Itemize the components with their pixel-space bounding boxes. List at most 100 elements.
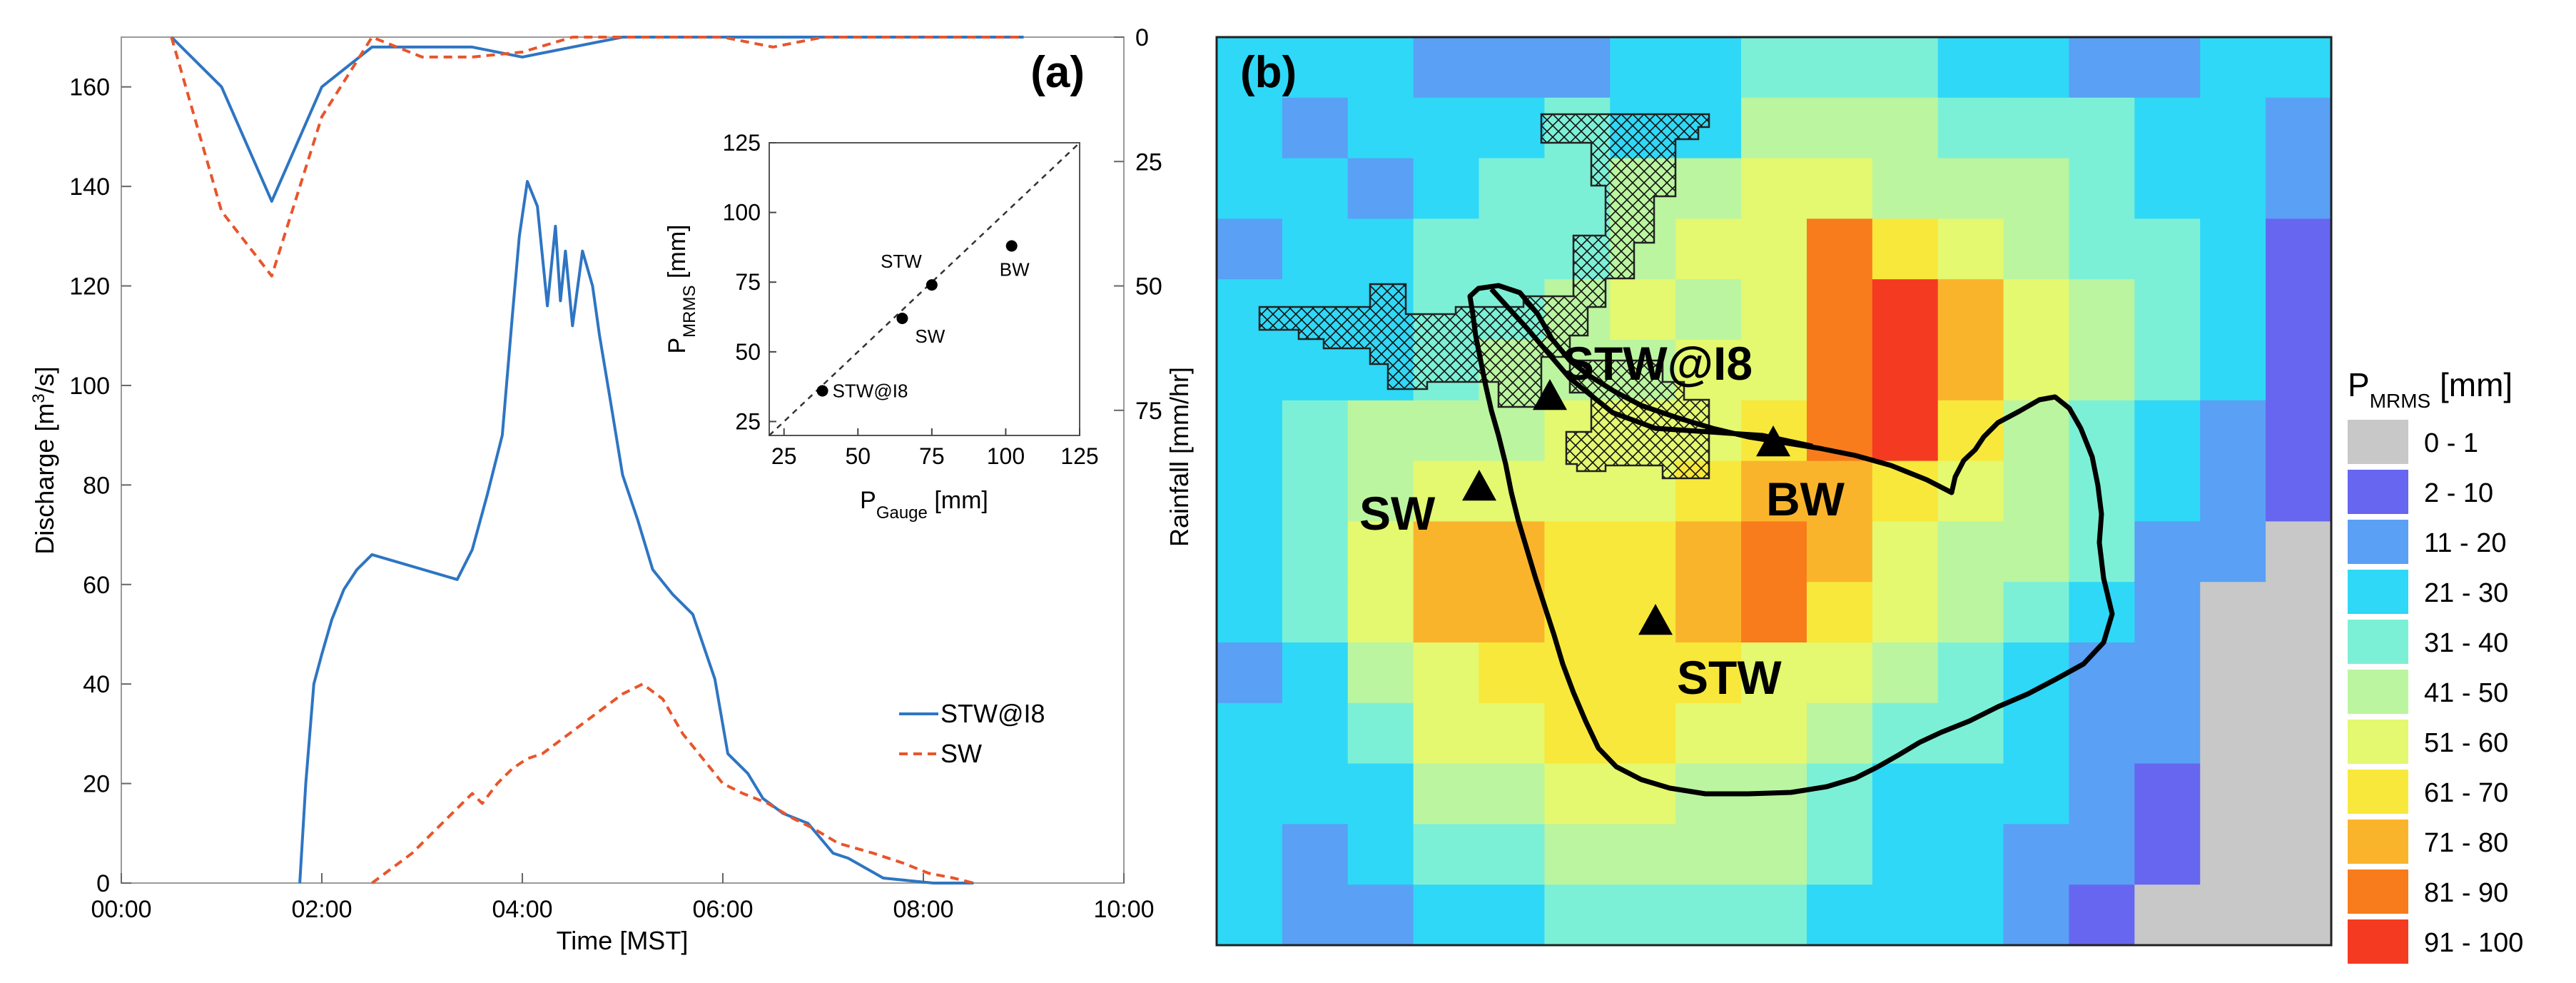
inset-y-tick-label: 25 bbox=[735, 408, 761, 434]
grid-cell bbox=[1937, 279, 2004, 341]
grid-cell bbox=[2134, 340, 2201, 401]
grid-cell bbox=[2266, 460, 2332, 522]
grid-cell bbox=[1806, 702, 1873, 765]
grid-cell bbox=[1282, 521, 1349, 583]
grid-cell bbox=[2069, 702, 2135, 765]
grid-cell bbox=[2003, 763, 2070, 825]
legend-bin-label: 61 - 70 bbox=[2424, 778, 2508, 808]
legend-swatch-91-100 bbox=[2348, 919, 2408, 964]
grid-cell bbox=[1937, 158, 2004, 219]
grid-cell bbox=[1479, 763, 1546, 825]
y-tick-label-a: 140 bbox=[69, 173, 110, 201]
station-marker-stw bbox=[1638, 604, 1673, 635]
colorbar-legend: PMRMS [mm] 0 - 1 2 - 10 11 - 20 21 - 30 31 -… bbox=[2348, 366, 2523, 964]
grid-cell bbox=[1544, 702, 1611, 765]
grid-cell bbox=[1741, 460, 1807, 522]
grid-cell bbox=[1347, 521, 1414, 583]
grid-cell bbox=[1741, 824, 1807, 885]
grid-cell bbox=[2003, 582, 2070, 643]
grid-cell bbox=[1806, 460, 1873, 522]
y-tick-label-a: 20 bbox=[83, 771, 110, 798]
legend-a: STW@I8 SW bbox=[899, 699, 1045, 768]
legend-swatch-41-50 bbox=[2348, 670, 2408, 714]
grid-cell bbox=[1282, 642, 1349, 704]
inset-plot-area bbox=[769, 142, 1080, 436]
legend-bin-label: 71 - 80 bbox=[2424, 828, 2508, 858]
grid-cell bbox=[2200, 460, 2266, 522]
y-tick-label-a: 160 bbox=[69, 74, 110, 101]
grid-cell bbox=[1217, 582, 1283, 643]
grid-cell bbox=[1217, 37, 1283, 99]
grid-cell bbox=[2003, 702, 2070, 765]
grid-cell bbox=[1675, 340, 1742, 401]
grid-cell bbox=[2069, 218, 2135, 280]
map-frame bbox=[1215, 36, 2333, 947]
grid-cell bbox=[1347, 884, 1414, 946]
grid-cell bbox=[2003, 340, 2070, 401]
inset-x-tick-label: 100 bbox=[987, 443, 1025, 469]
grid-cell bbox=[2200, 158, 2266, 219]
grid-cell bbox=[1217, 521, 1283, 583]
inset-x-tick-label: 125 bbox=[1060, 443, 1098, 469]
inset-point-label-stw: STW bbox=[881, 251, 922, 272]
y2-tick-label-a: 0 bbox=[1135, 24, 1149, 51]
grid-cell bbox=[2069, 582, 2135, 643]
grid-cell bbox=[2200, 884, 2266, 946]
grid-cell bbox=[2134, 279, 2201, 341]
grid-cell bbox=[2200, 702, 2266, 765]
grid-cell bbox=[2266, 218, 2332, 280]
grid-cell bbox=[2069, 37, 2135, 99]
grid-cell bbox=[1479, 824, 1546, 885]
grid-cell bbox=[1479, 37, 1546, 99]
grid-cell bbox=[1741, 521, 1807, 583]
grid-cell bbox=[1872, 218, 1939, 280]
inset-y-tick-label: 100 bbox=[723, 200, 761, 226]
grid-cell bbox=[1544, 763, 1611, 825]
grid-cell bbox=[1217, 340, 1283, 401]
grid-cell bbox=[2266, 642, 2332, 704]
panel-label-a: (a) bbox=[1030, 48, 1085, 97]
grid-cell bbox=[2266, 824, 2332, 885]
grid-cell bbox=[1479, 158, 1546, 219]
grid-cell bbox=[1806, 97, 1873, 159]
grid-cell bbox=[1347, 460, 1414, 522]
grid-cell bbox=[1347, 97, 1414, 159]
grid-cell bbox=[1675, 642, 1742, 704]
inset-y-axis-title: PMRMS [mm] bbox=[664, 225, 699, 354]
grid-cell bbox=[1479, 218, 1546, 280]
legend-bin-label: 11 - 20 bbox=[2424, 528, 2506, 558]
grid-cell bbox=[1479, 884, 1546, 946]
series-line-stw-i8-rainfall bbox=[170, 36, 1024, 203]
grid-cell bbox=[1675, 582, 1742, 643]
legend-swatch-11-20 bbox=[2348, 520, 2408, 564]
grid-cell bbox=[1413, 763, 1480, 825]
grid-cell bbox=[1675, 702, 1742, 765]
grid-cell bbox=[1479, 642, 1546, 704]
legend-label-stw-i8: STW@I8 bbox=[940, 699, 1045, 728]
grid-cell bbox=[1282, 460, 1349, 522]
legend-swatch-51-60 bbox=[2348, 720, 2408, 764]
panel-a: 00:00 02:00 04:00 06:00 08:00 10:00 0 20 40 60 80 1… bbox=[29, 24, 1195, 955]
grid-cell bbox=[2200, 763, 2266, 825]
grid-cell bbox=[1217, 460, 1283, 522]
y2-axis-title-a: Rainfall [mm/hr] bbox=[1165, 367, 1194, 547]
station-marker-bw bbox=[1756, 425, 1790, 457]
grid-cell bbox=[1413, 158, 1480, 219]
inset-y-tick-label: 125 bbox=[723, 130, 761, 156]
legend-swatch-2-10 bbox=[2348, 470, 2408, 514]
station-label-sw: SW bbox=[1359, 487, 1436, 540]
grid-cell bbox=[1675, 884, 1742, 946]
grid-cell bbox=[1217, 884, 1283, 946]
grid-cell bbox=[2069, 642, 2135, 704]
grid-cell bbox=[1282, 400, 1349, 462]
grid-cell bbox=[1347, 642, 1414, 704]
grid-cell bbox=[2266, 97, 2332, 159]
grid-cell bbox=[2266, 279, 2332, 341]
legend-swatch-61-70 bbox=[2348, 770, 2408, 814]
grid-cell bbox=[1282, 97, 1349, 159]
grid-cell bbox=[2266, 340, 2332, 401]
grid-cell bbox=[2069, 824, 2135, 885]
grid-cell bbox=[1872, 642, 1939, 704]
grid-cell bbox=[1282, 702, 1349, 765]
grid-cell bbox=[1413, 521, 1480, 583]
